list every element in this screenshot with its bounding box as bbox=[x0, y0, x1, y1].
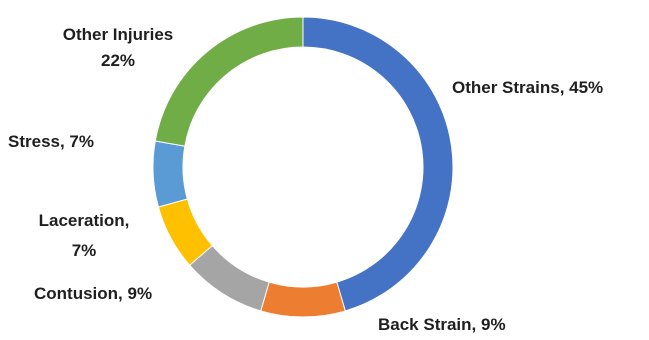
data-label-other-strains-text: Other Strains, 45% bbox=[452, 78, 604, 97]
data-label-contusion-text: Contusion, 9% bbox=[34, 284, 153, 303]
data-label-contusion: Contusion, 9% bbox=[34, 283, 152, 304]
donut-slice-other-strains bbox=[302, 16, 454, 312]
data-label-other-injuries-line1: Other Injuries bbox=[62, 25, 174, 44]
data-label-laceration-line1: Laceration, bbox=[38, 211, 130, 230]
donut-slice-back-strain bbox=[260, 281, 346, 318]
donut-slice-stress bbox=[152, 140, 188, 208]
data-label-laceration: Laceration, 7% bbox=[20, 210, 148, 261]
donut-slice-other-injuries bbox=[154, 16, 304, 147]
data-label-back-strain-text: Back Strain, 9% bbox=[378, 315, 506, 334]
data-label-other-strains: Other Strains, 45% bbox=[452, 77, 603, 98]
data-label-laceration-line2: 7% bbox=[71, 241, 97, 260]
data-label-back-strain: Back Strain, 9% bbox=[378, 314, 506, 335]
data-label-stress-text: Stress, 7% bbox=[8, 132, 94, 151]
data-label-other-injuries: Other Injuries 22% bbox=[38, 24, 198, 71]
data-label-stress: Stress, 7% bbox=[8, 131, 94, 152]
data-label-other-injuries-line2: 22% bbox=[100, 51, 136, 70]
